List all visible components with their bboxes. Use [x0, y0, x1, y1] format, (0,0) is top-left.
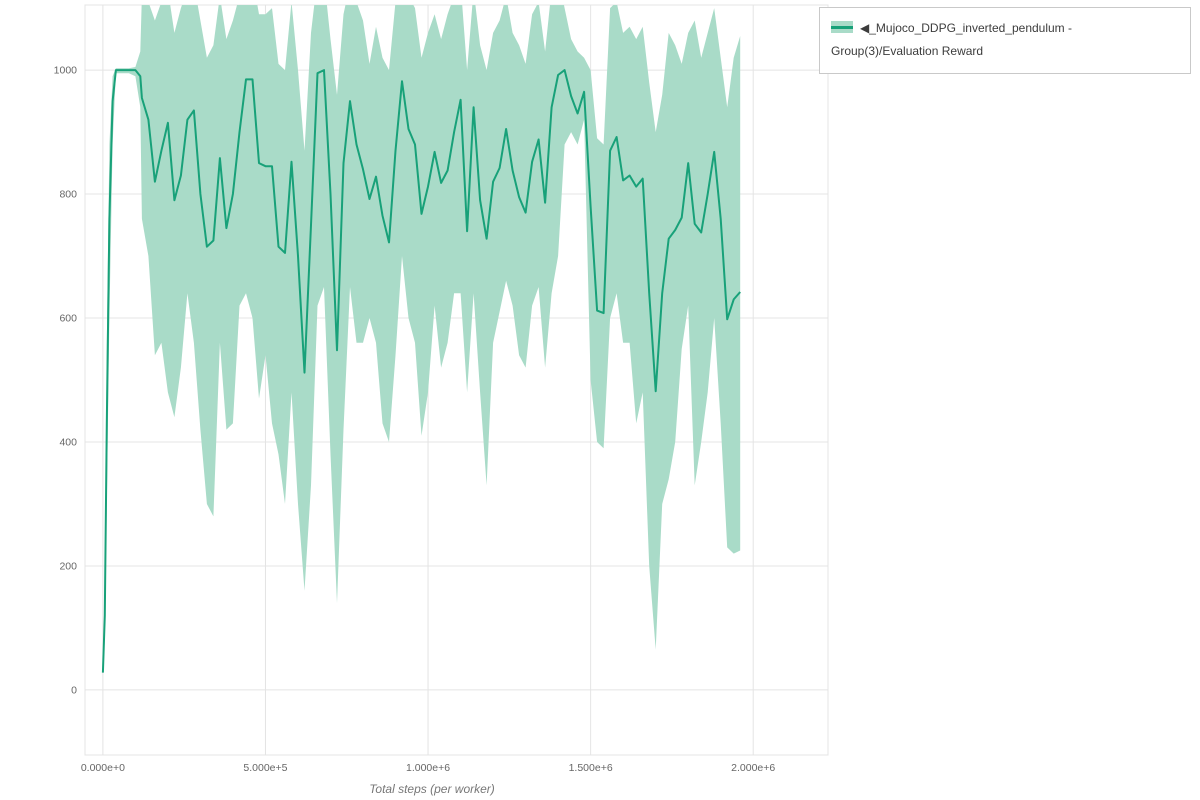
mean-line	[101, 69, 741, 673]
legend-item[interactable]: ◀_Mujoco_DDPG_inverted_pendulum - Group(…	[831, 17, 1179, 64]
x-tick-label: 1.000e+6	[406, 762, 450, 774]
x-tick-label: 0.000e+0	[81, 762, 125, 774]
x-tick-label: 1.500e+6	[569, 762, 613, 774]
confidence-band	[102, 5, 741, 675]
y-tick-label: 1000	[54, 65, 78, 77]
y-tick-label: 200	[59, 560, 77, 572]
x-axis-title: Total steps (per worker)	[369, 782, 495, 796]
x-tick-label: 5.000e+5	[243, 762, 287, 774]
y-tick-label: 0	[71, 684, 77, 696]
series-swatch-icon	[831, 21, 853, 33]
y-tick-label: 800	[59, 189, 77, 201]
y-tick-label: 400	[59, 436, 77, 448]
x-tick-label: 2.000e+6	[731, 762, 775, 774]
y-tick-label: 600	[59, 313, 77, 325]
legend-box: ◀_Mujoco_DDPG_inverted_pendulum - Group(…	[819, 7, 1191, 74]
legend-label: ◀_Mujoco_DDPG_inverted_pendulum - Group(…	[831, 21, 1072, 58]
collapse-icon[interactable]: ◀	[860, 21, 870, 35]
plot-area[interactable]	[85, 5, 828, 755]
series-name: _Mujoco_DDPG_inverted_pendulum - Group(3…	[831, 21, 1073, 59]
series-line-icon	[831, 26, 853, 29]
